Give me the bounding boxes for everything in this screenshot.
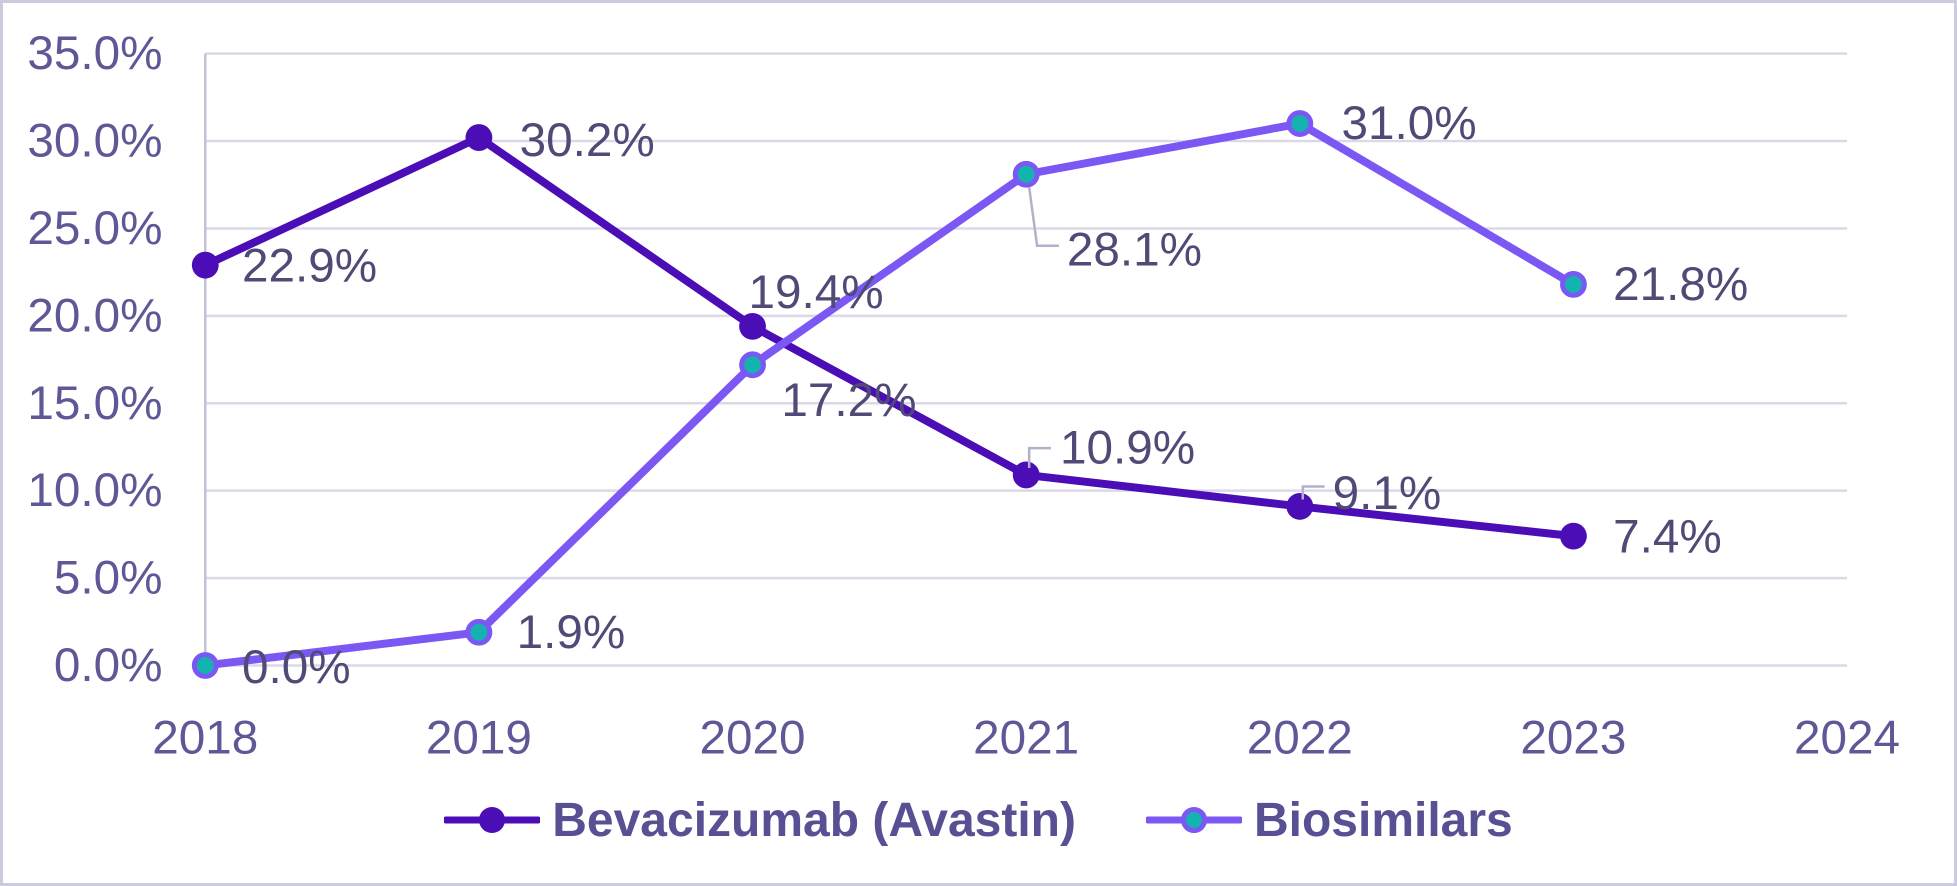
data-label: 21.8% xyxy=(1613,258,1748,311)
data-label: 30.2% xyxy=(520,114,655,167)
data-point-marker xyxy=(1560,270,1587,298)
data-label: 10.9% xyxy=(1060,422,1195,475)
data-point-marker xyxy=(1012,461,1040,489)
data-point-marker xyxy=(1012,160,1040,188)
data-label: 1.9% xyxy=(517,606,626,659)
data-point-marker xyxy=(465,124,493,151)
data-label: 31.0% xyxy=(1342,97,1477,150)
x-axis-tick-label: 2023 xyxy=(1520,712,1626,765)
data-point-marker xyxy=(739,312,766,340)
legend-item-bevacizumab[interactable]: Bevacizumab (Avastin) xyxy=(444,793,1076,848)
data-label-leader-line xyxy=(1027,446,1052,468)
data-label: 7.4% xyxy=(1613,511,1722,564)
legend-swatch-bevacizumab-icon xyxy=(444,807,541,833)
x-axis-tick-label: 2020 xyxy=(700,712,806,765)
series-line-0 xyxy=(201,133,1578,541)
data-label: 0.0% xyxy=(242,641,351,694)
x-axis-tick-label: 2021 xyxy=(973,712,1079,765)
data-point-marker xyxy=(191,652,219,679)
x-axis-tick-label: 2022 xyxy=(1247,712,1353,765)
series-line-1 xyxy=(201,119,1578,670)
y-axis-tick-label: 35.0% xyxy=(27,27,162,80)
y-axis-tick-label: 10.0% xyxy=(27,464,162,517)
data-point-marker xyxy=(191,251,219,279)
data-label: 19.4% xyxy=(749,266,884,319)
x-axis-tick-label: 2024 xyxy=(1794,712,1900,765)
line-chart-plot[interactable]: 0.0% 5.0% 10.0% 15.0% 20.0% 25.0% 30.0% 35.0% 20… xyxy=(3,3,1954,883)
data-point-marker xyxy=(739,351,766,379)
x-axis-tick-label: 2019 xyxy=(426,712,532,765)
y-axis-tick-label: 30.0% xyxy=(27,115,162,168)
data-label: 17.2% xyxy=(781,374,916,427)
legend-swatch-biosimilars-icon xyxy=(1145,807,1242,833)
data-label: 22.9% xyxy=(242,240,377,293)
data-label: 28.1% xyxy=(1067,223,1202,276)
y-axis-tick-label: 15.0% xyxy=(27,377,162,430)
y-axis-tick-label: 20.0% xyxy=(27,289,162,342)
y-axis-tick-label: 0.0% xyxy=(54,639,163,692)
chart-legend: Bevacizumab (Avastin) Biosimilars xyxy=(3,789,1954,851)
data-label-leader-line xyxy=(1027,187,1059,248)
data-point-marker xyxy=(465,618,493,646)
y-axis-tick-label: 25.0% xyxy=(27,202,162,255)
y-axis-tick-label: 5.0% xyxy=(54,552,163,605)
legend-label-biosimilars: Biosimilars xyxy=(1253,793,1513,847)
data-point-marker xyxy=(1286,110,1314,137)
legend-label-bevacizumab: Bevacizumab (Avastin) xyxy=(552,793,1076,847)
data-point-marker xyxy=(1286,492,1314,520)
legend-item-biosimilars[interactable]: Biosimilars xyxy=(1145,793,1513,848)
data-point-marker xyxy=(1560,522,1587,550)
data-label-leader-line xyxy=(1301,485,1325,500)
x-axis-tick-label: 2018 xyxy=(152,712,258,765)
data-label: 9.1% xyxy=(1333,467,1442,520)
